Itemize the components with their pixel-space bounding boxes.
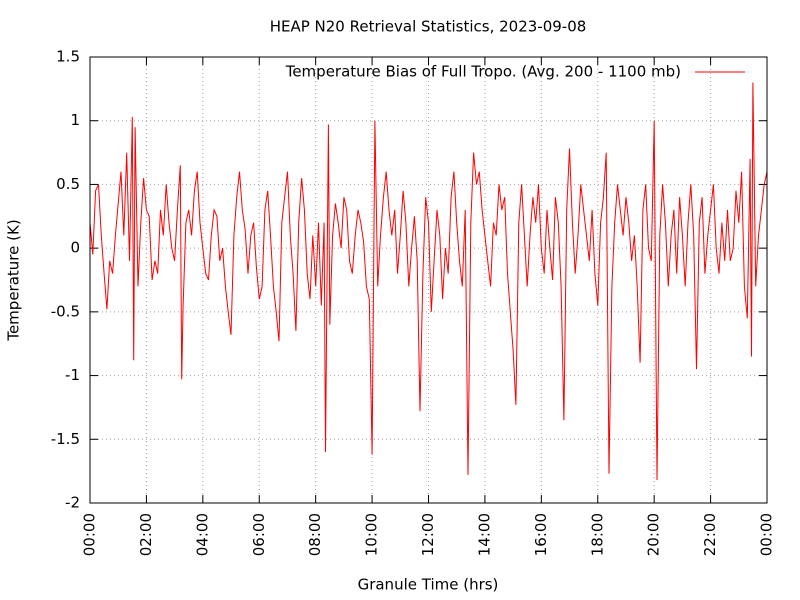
y-tick-label: -0.5 (51, 302, 80, 320)
x-axis-label: Granule Time (hrs) (358, 576, 499, 594)
legend-label: Temperature Bias of Full Tropo. (Avg. 20… (285, 63, 681, 81)
y-tick-label: -1.5 (51, 430, 80, 448)
y-tick-label: -1 (65, 366, 80, 384)
x-tick-label: 22:00 (701, 513, 719, 556)
x-tick-label: 14:00 (475, 513, 493, 556)
plot-frame (89, 56, 768, 504)
chart-title: HEAP N20 Retrieval Statistics, 2023-09-0… (270, 18, 587, 36)
x-tick-label: 04:00 (193, 513, 211, 556)
x-tick-label: 18:00 (588, 513, 606, 556)
data-line (89, 82, 768, 481)
x-tick-label: 06:00 (250, 513, 268, 556)
x-tick-label: 12:00 (419, 513, 437, 556)
x-tick-label: 10:00 (363, 513, 381, 556)
x-tick-label: 20:00 (645, 513, 663, 556)
y-tick-label: 1.5 (56, 48, 80, 66)
x-tick-label: 02:00 (137, 513, 155, 556)
x-tick-label: 00:00 (81, 513, 99, 556)
x-tick-label: 00:00 (758, 513, 776, 556)
y-axis-label: Temperature (K) (5, 219, 23, 341)
y-tick-label: 0 (70, 239, 80, 257)
x-tick-label: 08:00 (306, 513, 324, 556)
y-tick-label: 1 (70, 111, 80, 129)
y-tick-label: -2 (65, 494, 80, 512)
y-tick-label: 0.5 (56, 175, 80, 193)
x-tick-label: 16:00 (532, 513, 550, 556)
